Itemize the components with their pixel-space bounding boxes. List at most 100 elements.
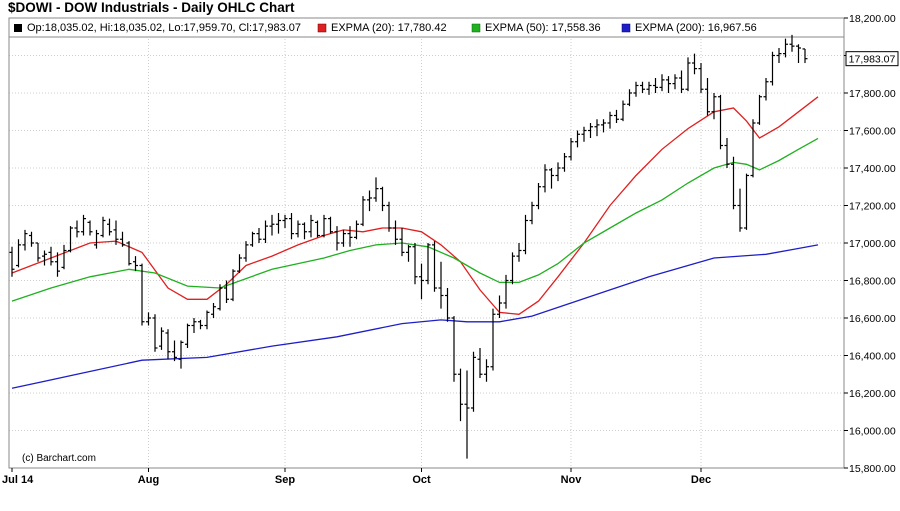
ohlc-bar bbox=[724, 138, 730, 168]
ohlc-bar bbox=[497, 295, 502, 318]
ohlc-bar bbox=[594, 119, 600, 137]
ema20-legend-text: EXPMA (20): 17,780.42 bbox=[331, 22, 447, 34]
ohlc-bar bbox=[490, 308, 496, 371]
ohlc-bar bbox=[172, 340, 177, 362]
ohlc-bar bbox=[640, 81, 645, 93]
ohlc-bar bbox=[269, 214, 275, 236]
x-axis: Jul 14 Aug Sep Oct Nov Dec bbox=[2, 468, 711, 486]
ohlc-bar bbox=[328, 216, 333, 234]
last-price-marker: 17,983.07 bbox=[845, 51, 899, 67]
x-tick-label: Jul 14 bbox=[2, 474, 34, 486]
legend-background bbox=[8, 17, 845, 38]
ohlc-bar bbox=[380, 186, 385, 212]
ohlc-bar bbox=[139, 263, 145, 326]
ohlc-bar bbox=[731, 156, 736, 210]
ohlc-bar bbox=[276, 213, 281, 234]
ohlc-bar bbox=[217, 284, 223, 311]
ohlc-bar bbox=[425, 243, 431, 285]
ohlc-bar bbox=[666, 76, 671, 93]
ohlc-bar bbox=[315, 220, 320, 238]
ohlc-bar bbox=[607, 111, 613, 129]
ohlc-bar bbox=[770, 51, 775, 86]
ohlc-bar bbox=[113, 220, 119, 245]
ohlc-bar bbox=[393, 220, 398, 245]
ohlc-bar bbox=[347, 226, 353, 247]
ohlc-bar bbox=[133, 256, 138, 272]
ohlc-bar bbox=[295, 220, 301, 238]
ema-line bbox=[11, 244, 819, 389]
legend-box: Op:18,035.02, Hi:18,035.02, Lo:17,959.70… bbox=[8, 17, 845, 38]
ohlc-bar bbox=[81, 214, 86, 236]
ohlc-bar bbox=[796, 44, 801, 63]
ohlc-bar bbox=[432, 241, 437, 292]
ohlc-bar bbox=[152, 314, 158, 352]
last-price-label: 17,983.07 bbox=[849, 54, 896, 66]
ema200-legend-swatch bbox=[621, 23, 631, 33]
grid-lines bbox=[9, 18, 844, 468]
ohlc-bar bbox=[94, 229, 99, 249]
ohlc-bar bbox=[484, 359, 489, 382]
ohlc-bar bbox=[341, 229, 346, 247]
ohlc-bar bbox=[516, 243, 522, 262]
ohlc-bar bbox=[42, 250, 47, 266]
ohlc-bar bbox=[250, 231, 255, 247]
ohlc-bar bbox=[614, 109, 619, 123]
ohlc-bar bbox=[763, 78, 769, 101]
ohlc-bar bbox=[555, 162, 561, 182]
y-axis: 18,200.0018,000.0017,800.0017,600.0017,4… bbox=[844, 13, 896, 475]
ohlc-bar bbox=[211, 303, 216, 318]
ohlc-bar bbox=[588, 123, 593, 138]
y-tick-label: 15,800.00 bbox=[849, 463, 896, 475]
ohlc-bar bbox=[185, 323, 190, 348]
ohlc-bar bbox=[55, 252, 60, 277]
x-tick-label: Oct bbox=[412, 474, 431, 486]
ohlc-bar bbox=[9, 246, 15, 277]
ohlc-bar bbox=[48, 246, 54, 266]
y-tick-label: 16,000.00 bbox=[849, 426, 896, 438]
ohlc-bar bbox=[568, 138, 574, 161]
ohlc-legend-swatch bbox=[14, 24, 22, 32]
y-tick-label: 17,400.00 bbox=[849, 163, 896, 175]
ohlc-bar bbox=[698, 63, 704, 93]
ohlc-bar bbox=[685, 57, 691, 92]
ohlc-bar bbox=[783, 38, 788, 58]
ohlc-bar bbox=[451, 316, 457, 382]
ohlc-bar bbox=[178, 340, 184, 369]
ohlc-bar bbox=[744, 173, 749, 230]
ohlc-legend-text: Op:18,035.02, Hi:18,035.02, Lo:17,959.70… bbox=[27, 22, 301, 34]
ema20-legend-swatch bbox=[317, 23, 327, 33]
ohlc-bar bbox=[74, 220, 80, 238]
ohlc-bar bbox=[224, 280, 229, 303]
ohlc-bar bbox=[126, 241, 132, 266]
y-tick-label: 17,000.00 bbox=[849, 238, 896, 250]
ohlc-bar bbox=[61, 244, 67, 270]
y-tick-label: 16,400.00 bbox=[849, 351, 896, 363]
ohlc-bar bbox=[198, 319, 203, 330]
ohlc-bar bbox=[601, 119, 606, 133]
ohlc-bar bbox=[406, 244, 411, 262]
ohlc-bar bbox=[367, 190, 372, 212]
ohlc-bar bbox=[68, 226, 73, 253]
ohlc-bar bbox=[386, 201, 392, 232]
ema50-legend-text: EXPMA (50): 17,558.36 bbox=[485, 22, 601, 34]
ohlc-bar bbox=[529, 201, 535, 225]
ohlc-bar bbox=[321, 214, 327, 238]
ohlc-bar bbox=[419, 263, 424, 300]
ohlc-bar bbox=[29, 231, 34, 247]
ohlc-bar bbox=[263, 220, 268, 243]
ohlc-bar bbox=[243, 241, 249, 262]
ohlc-bar bbox=[256, 228, 262, 243]
y-tick-label: 18,200.00 bbox=[849, 13, 896, 25]
ohlc-bar bbox=[549, 168, 554, 189]
ohlc-bar bbox=[237, 254, 242, 273]
x-tick-label: Sep bbox=[275, 474, 295, 486]
ohlc-bar bbox=[354, 220, 359, 240]
ohlc-bar bbox=[159, 327, 164, 350]
x-tick-label: Aug bbox=[138, 474, 159, 486]
ema50-legend-swatch bbox=[471, 23, 481, 33]
ohlc-bar bbox=[16, 239, 21, 268]
ohlc-bar bbox=[100, 216, 106, 238]
ohlc-bar bbox=[757, 94, 762, 125]
ohlc-bar bbox=[146, 312, 151, 326]
